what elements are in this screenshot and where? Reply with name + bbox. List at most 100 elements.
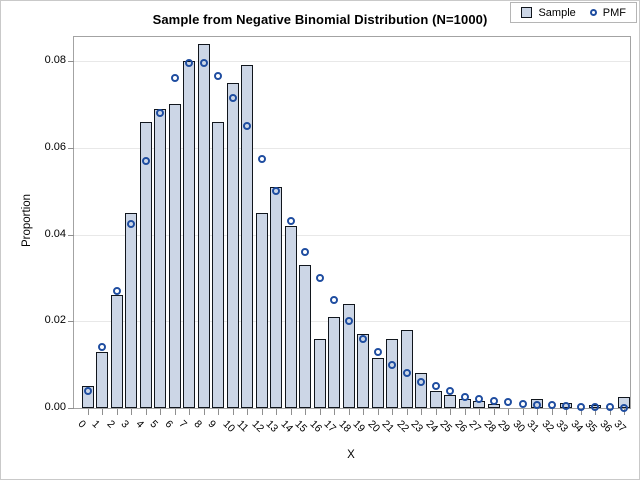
- x-tick-label: 2: [104, 418, 118, 431]
- sample-bar: [241, 65, 253, 408]
- y-tick-label: 0.00: [44, 401, 66, 413]
- plot-area: 0.00 0.02 0.04 0.06 0.08 0 1 2 3 4 5 6 7 8 9 10 11 12 13 14…: [45, 36, 631, 435]
- x-tick-label: 0: [75, 418, 89, 431]
- x-axis-label: X: [347, 449, 355, 461]
- legend-sample-swatch-icon: [521, 7, 533, 18]
- x-tick: [247, 409, 248, 415]
- y-tick: [68, 321, 74, 322]
- pmf-marker: [620, 404, 628, 412]
- sample-bar: [154, 109, 166, 408]
- x-tick: [508, 409, 509, 415]
- x-tick: [160, 409, 161, 415]
- pmf-marker: [606, 403, 614, 411]
- y-tick-label: 0.08: [44, 54, 66, 66]
- pmf-marker: [388, 361, 396, 369]
- pmf-marker: [156, 109, 164, 117]
- y-tick: [68, 148, 74, 149]
- sample-bar: [314, 339, 326, 408]
- x-tick-label: 1: [89, 418, 103, 431]
- pmf-marker: [127, 220, 135, 228]
- pmf-marker: [214, 72, 222, 80]
- pmf-marker: [185, 59, 193, 67]
- pmf-marker: [171, 74, 179, 82]
- pmf-marker: [316, 274, 324, 282]
- y-tick: [68, 235, 74, 236]
- x-tick: [595, 409, 596, 415]
- x-tick: [334, 409, 335, 415]
- y-tick-label: 0.06: [44, 141, 66, 153]
- x-tick: [204, 409, 205, 415]
- pmf-marker: [345, 317, 353, 325]
- x-tick: [146, 409, 147, 415]
- sample-bar: [125, 213, 137, 408]
- x-tick: [189, 409, 190, 415]
- legend: Sample PMF: [510, 2, 637, 23]
- pmf-marker: [490, 397, 498, 405]
- sample-bar: [372, 358, 384, 408]
- x-tick: [233, 409, 234, 415]
- legend-pmf-label: PMF: [602, 6, 626, 19]
- sample-bar: [140, 122, 152, 408]
- x-tick: [552, 409, 553, 415]
- x-tick-label: 37: [611, 418, 629, 435]
- sample-bar: [227, 83, 239, 408]
- x-tick: [88, 409, 89, 415]
- x-tick: [262, 409, 263, 415]
- pmf-marker: [475, 395, 483, 403]
- x-tick: [479, 409, 480, 415]
- pmf-marker: [359, 335, 367, 343]
- gridline: [74, 148, 630, 149]
- pmf-marker: [432, 382, 440, 390]
- pmf-marker: [301, 248, 309, 256]
- x-tick: [581, 409, 582, 415]
- x-tick: [102, 409, 103, 415]
- x-tick-label: 3: [118, 418, 132, 431]
- x-tick: [117, 409, 118, 415]
- legend-pmf-circle-icon: [589, 9, 597, 16]
- x-tick: [175, 409, 176, 415]
- x-tick: [610, 409, 611, 415]
- x-tick: [291, 409, 292, 415]
- pmf-marker: [374, 348, 382, 356]
- sample-bar: [357, 334, 369, 408]
- pmf-marker: [200, 59, 208, 67]
- sample-bar: [96, 352, 108, 408]
- x-tick: [131, 409, 132, 415]
- gridline: [74, 235, 630, 236]
- sample-bar: [169, 104, 181, 408]
- legend-entry-sample: Sample: [521, 7, 576, 19]
- pmf-marker: [258, 155, 266, 163]
- sample-bar: [299, 265, 311, 408]
- pmf-marker: [519, 400, 527, 408]
- pmf-marker: [272, 187, 280, 195]
- pmf-marker: [591, 403, 599, 411]
- y-axis-label: Proportion: [21, 193, 33, 247]
- sample-bar: [270, 187, 282, 408]
- pmf-marker: [98, 343, 106, 351]
- x-tick: [450, 409, 451, 415]
- sample-bar: [430, 391, 442, 408]
- x-tick: [218, 409, 219, 415]
- pmf-marker: [461, 393, 469, 401]
- x-tick: [320, 409, 321, 415]
- sample-bar: [444, 395, 456, 408]
- sample-bar: [111, 295, 123, 408]
- x-tick-label: 5: [147, 418, 161, 431]
- sample-bar: [285, 226, 297, 408]
- x-tick: [407, 409, 408, 415]
- x-tick: [392, 409, 393, 415]
- sample-bar: [256, 213, 268, 408]
- sample-bar: [212, 122, 224, 408]
- x-tick-label: 6: [162, 418, 176, 431]
- sample-bar: [198, 44, 210, 408]
- pmf-marker: [504, 398, 512, 406]
- x-tick: [523, 409, 524, 415]
- legend-entry-pmf: PMF: [589, 6, 626, 19]
- pmf-marker: [84, 387, 92, 395]
- x-tick: [349, 409, 350, 415]
- y-tick: [68, 61, 74, 62]
- x-tick-label: 9: [205, 418, 219, 431]
- x-tick: [624, 409, 625, 415]
- x-tick: [378, 409, 379, 415]
